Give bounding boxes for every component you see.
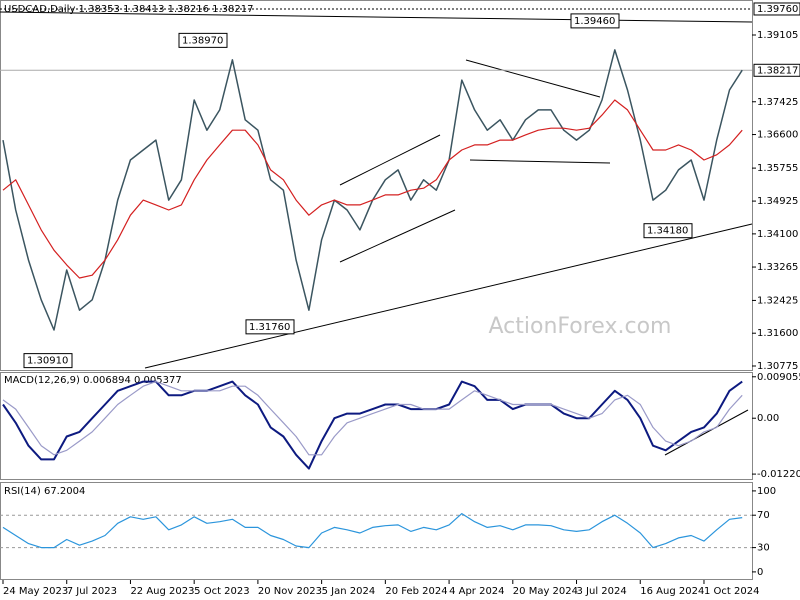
triangle-line (469, 159, 611, 164)
price-annotation-box (570, 13, 620, 29)
x-tick-label: 4 Apr 2024 (449, 586, 504, 597)
x-tick-label: 24 May 2023 (3, 586, 68, 597)
y-tick-label: 1.30775 (757, 361, 798, 372)
y-tick-label: 1.34925 (757, 196, 798, 207)
price-annotation: 1.34180 (647, 226, 688, 237)
price-annotation-box (23, 353, 73, 369)
y-tick-label: 1.35755 (757, 163, 798, 174)
price-annotation-box (643, 223, 693, 239)
x-tick-label: 20 Nov 2023 (258, 586, 322, 597)
y-tick-label: 1.33265 (757, 262, 798, 273)
y-tick-label: 1.36600 (757, 130, 798, 141)
y-tick-label: 1.39105 (757, 30, 798, 41)
price-annotation: 1.30910 (27, 356, 68, 367)
y-tick-label: 0.00 (757, 413, 779, 424)
y-tick-label: 100 (757, 486, 776, 497)
y-tick-label: 1.32425 (757, 295, 798, 306)
price-header: USDCAD,Daily 1.38353 1.38413 1.38216 1.3… (4, 4, 254, 15)
series-line (2, 513, 743, 549)
level-label: 1.39760 (757, 4, 798, 15)
y-tick-label: 0 (757, 567, 763, 578)
macd-panel (0, 372, 753, 480)
price-annotation: 1.31760 (249, 322, 290, 333)
x-tick-label: 1 Oct 2024 (704, 586, 759, 597)
series-line (2, 99, 743, 279)
level-box (753, 2, 800, 16)
channel-line (339, 134, 441, 186)
price-panel (0, 0, 753, 371)
rsi-header: RSI(14) 67.2004 (4, 486, 85, 497)
x-tick-label: 16 Aug 2024 (640, 586, 704, 597)
y-tick-label: -0.012209 (757, 469, 800, 480)
x-tick-label: 5 Jan 2024 (322, 586, 376, 597)
price-annotation-box (245, 319, 295, 335)
rsi-panel (0, 482, 753, 580)
watermark: ActionForex.com (489, 314, 672, 339)
level-box (753, 63, 800, 77)
x-tick-label: 7 Jul 2023 (67, 586, 117, 597)
trendline (0, 11, 753, 23)
y-tick-label: 1.37425 (757, 97, 798, 108)
y-tick-label: 1.31600 (757, 328, 798, 339)
triangle-line (465, 59, 601, 98)
channel-line (339, 209, 456, 263)
price-annotation: 1.39460 (574, 16, 615, 27)
y-tick-label: 70 (757, 510, 770, 521)
series-line (2, 381, 743, 456)
trendlines (0, 11, 753, 456)
y-tick-label: 1.34100 (757, 229, 798, 240)
trendline (144, 223, 753, 369)
series-line (2, 380, 743, 470)
x-tick-label: 20 Feb 2024 (385, 586, 447, 597)
x-tick-label: 22 Aug 2023 (130, 586, 194, 597)
y-tick-label: 30 (757, 543, 770, 554)
x-tick-label: 3 Jul 2024 (577, 586, 627, 597)
level-label: 1.38217 (757, 65, 798, 76)
price-annotation: 1.38970 (182, 35, 223, 46)
macd-header: MACD(12,26,9) 0.006894 0.005377 (4, 375, 182, 386)
y-tick-label: 0.009055 (757, 372, 800, 383)
macd-trendline (664, 409, 749, 456)
x-tick-label: 5 Oct 2023 (194, 586, 249, 597)
x-tick-label: 20 May 2024 (513, 586, 578, 597)
price-annotation-box (178, 32, 228, 48)
